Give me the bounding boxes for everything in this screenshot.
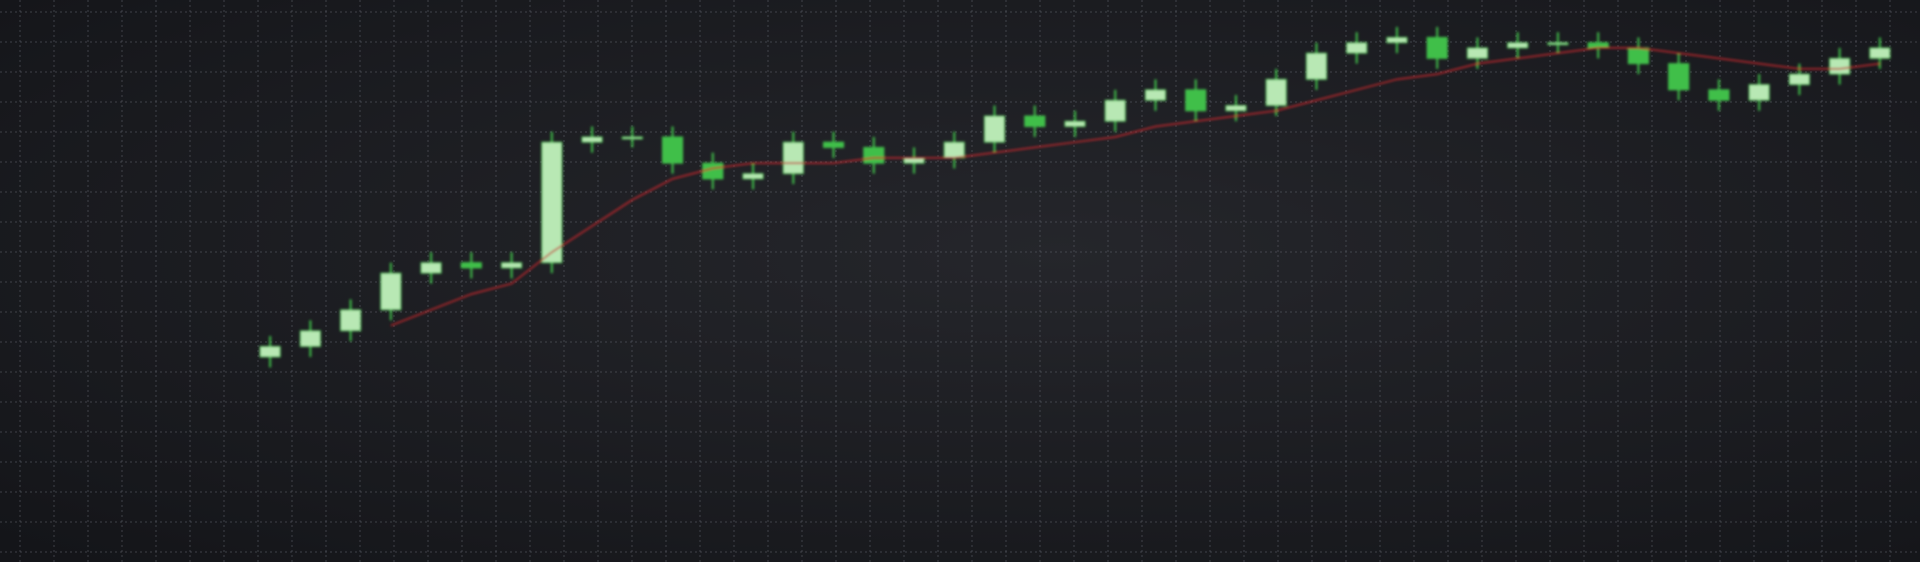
candle-body bbox=[1668, 63, 1690, 91]
candle-body bbox=[1185, 89, 1207, 112]
plot-area bbox=[259, 26, 1891, 368]
candle-body bbox=[1748, 84, 1770, 101]
candle-body bbox=[1466, 47, 1489, 59]
candle-body bbox=[1829, 57, 1851, 75]
candle-body bbox=[420, 262, 442, 274]
candle-body bbox=[621, 136, 643, 140]
candle-body bbox=[1507, 42, 1529, 49]
candle-body bbox=[903, 157, 925, 164]
candle-body bbox=[259, 345, 281, 358]
candle-body bbox=[541, 141, 563, 264]
candle-body bbox=[581, 136, 603, 143]
candle-body bbox=[742, 173, 764, 180]
candle-body bbox=[782, 141, 804, 175]
candle-body bbox=[1024, 115, 1046, 127]
candle-body bbox=[1869, 47, 1891, 59]
candle-body bbox=[1225, 105, 1247, 112]
candle-body bbox=[662, 136, 684, 164]
candle-body bbox=[1708, 89, 1730, 101]
candle-body bbox=[1144, 89, 1167, 101]
candle-body bbox=[822, 141, 845, 148]
candle-body bbox=[460, 262, 482, 269]
candle-body bbox=[702, 162, 724, 180]
candle-body bbox=[1064, 120, 1086, 127]
candle-body bbox=[1547, 42, 1569, 46]
candle-body bbox=[1587, 42, 1609, 49]
candle-body bbox=[943, 141, 965, 159]
candle-body bbox=[1386, 36, 1408, 44]
candle-body bbox=[299, 330, 321, 347]
candle-body bbox=[983, 115, 1006, 143]
candle-body bbox=[1346, 42, 1368, 54]
candle-body bbox=[1627, 47, 1649, 65]
candle-body bbox=[380, 272, 402, 311]
candle-body bbox=[1305, 52, 1328, 80]
candle-body bbox=[340, 309, 362, 332]
moving-average-line bbox=[390, 47, 1880, 327]
candle-body bbox=[1788, 73, 1810, 86]
candle-body bbox=[863, 146, 885, 164]
candle-body bbox=[1265, 78, 1287, 107]
candle-body bbox=[501, 262, 523, 269]
candle-body bbox=[1104, 99, 1126, 122]
candle-body bbox=[1426, 36, 1448, 59]
